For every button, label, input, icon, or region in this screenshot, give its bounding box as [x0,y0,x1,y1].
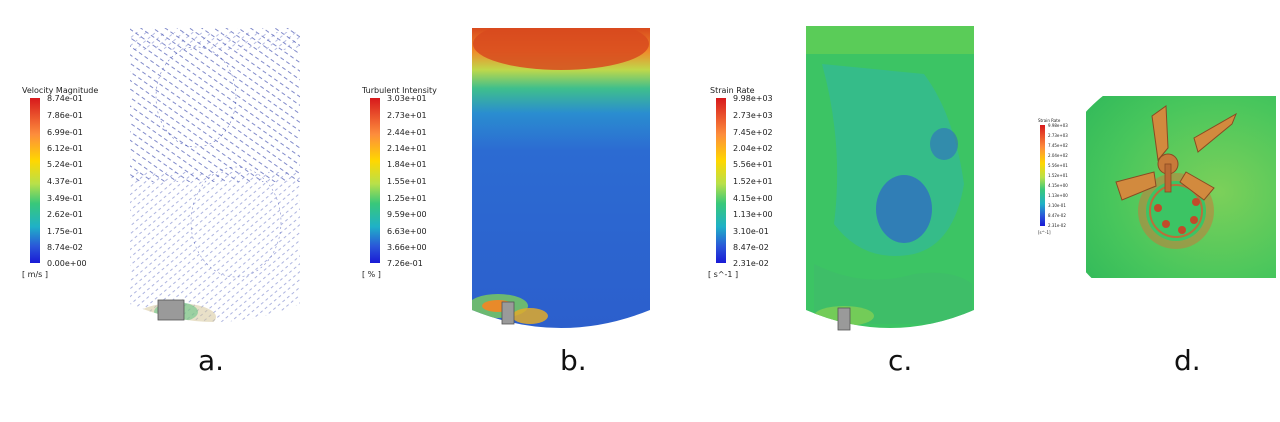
tick-label: 9.59e+00 [387,210,427,219]
unit-label: [ m/s ] [22,270,48,279]
tick-label: 2.73e+03 [733,111,773,120]
tick-label: 8.74e-01 [47,94,83,103]
tick-label: 2.04e+02 [1048,153,1068,158]
impeller-closeup-plot [1086,96,1276,278]
tick-label: 4.15e+00 [733,194,773,203]
tick-label: 1.75e-01 [47,227,83,236]
colorbar [370,98,380,263]
tick-label: 2.31e-02 [1048,223,1066,228]
impeller-hub [501,301,515,325]
tick-label: 6.12e-01 [47,144,83,153]
tick-label: 3.10e-01 [733,227,769,236]
tick-label: 3.03e+01 [387,94,427,103]
tick-label: 2.04e+02 [733,144,773,153]
panel-caption: d. [1174,344,1201,377]
tick-label: 3.66e+00 [387,243,427,252]
tick-label: 2.31e-02 [733,259,769,268]
legend-title: Strain Rate [1038,118,1061,123]
tick-label: 2.73e+01 [387,111,427,120]
tick-label: 1.13e+00 [733,210,773,219]
tick-label: 4.37e-01 [47,177,83,186]
tick-label: 3.10e-01 [1048,203,1066,208]
colorbar [716,98,726,263]
tick-label: 1.25e+01 [387,194,427,203]
tick-label: 6.63e+00 [387,227,427,236]
panel-caption: a. [198,344,225,377]
strain-rate-contour-plot [806,26,974,331]
tick-label: 1.13e+00 [1048,193,1068,198]
legend-title: Velocity Magnitude [22,86,99,95]
impeller-hub [157,299,185,321]
impeller-hub [837,307,851,331]
tick-label: 9.98e+03 [1048,123,1068,128]
tick-label: 1.55e+01 [387,177,427,186]
legend-title: Strain Rate [710,86,755,95]
tick-label: 2.62e-01 [47,210,83,219]
tick-label: 1.52e+01 [1048,173,1068,178]
tick-label: 1.52e+01 [733,177,773,186]
tick-label: 2.14e+01 [387,144,427,153]
tick-label: 5.24e-01 [47,160,83,169]
panel-c: Strain Rate 9.98e+03 2.73e+03 7.45e+02 2… [640,0,974,422]
unit-label: [ % ] [362,270,381,279]
tick-label: 7.26e-01 [387,259,423,268]
panel-d: Strain Rate 9.98e+03 2.73e+03 7.45e+02 2… [960,0,1280,422]
tick-label: 7.45e+02 [1048,143,1068,148]
panel-caption: c. [888,344,913,377]
legend-title: Turbulent Intensity [362,86,437,95]
tick-label: 6.99e-01 [47,128,83,137]
tick-label: 8.74e-02 [47,243,83,252]
tick-label: 2.73e+03 [1048,133,1068,138]
tick-label: 5.56e+01 [733,160,773,169]
unit-label: [ s^-1 ] [708,270,739,279]
colorbar [1040,125,1045,226]
tick-label: 1.84e+01 [387,160,427,169]
tick-label: 5.56e+01 [1048,163,1068,168]
unit-label: [s^-1] [1038,230,1051,235]
colorbar [30,98,40,263]
tick-label: 7.86e-01 [47,111,83,120]
panel-b: Turbulent Intensity 3.03e+01 2.73e+01 2.… [320,0,650,422]
turbulence-contour-plot [472,28,650,328]
tick-label: 8.47e-02 [1048,213,1066,218]
panel-a: Velocity Magnitude 8.74e-01 7.86e-01 6.9… [0,0,320,422]
tick-label: 9.98e+03 [733,94,773,103]
tick-label: 8.47e-02 [733,243,769,252]
tick-label: 2.44e+01 [387,128,427,137]
tick-label: 4.15e+00 [1048,183,1068,188]
vector-field-plot [130,28,300,322]
panel-caption: b. [560,344,587,377]
tick-label: 0.00e+00 [47,259,87,268]
tick-label: 7.45e+02 [733,128,773,137]
tick-label: 3.49e-01 [47,194,83,203]
